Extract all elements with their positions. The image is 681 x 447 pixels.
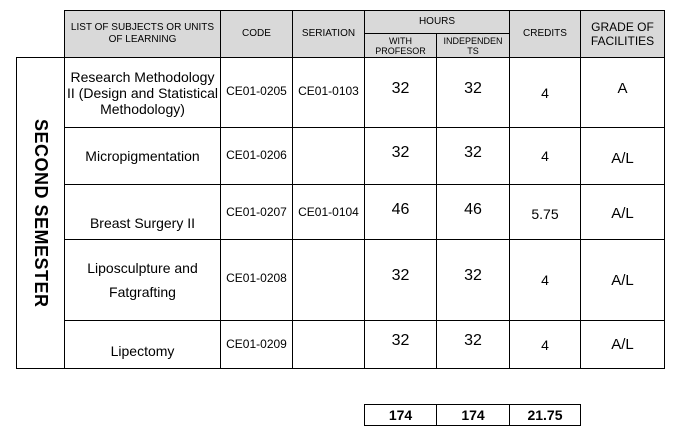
credits-text: 4 <box>541 84 549 101</box>
table-row-2-code: CE01-0206 <box>220 127 293 185</box>
table-row-2-grade: A/L <box>580 127 665 185</box>
hours-text: 32 <box>391 144 410 161</box>
grade-text: A/L <box>611 336 634 353</box>
hours-text: 32 <box>464 267 482 284</box>
table-row-1-grade: A <box>580 57 665 128</box>
total-independent: 174 <box>436 404 510 426</box>
total-text: 174 <box>461 407 485 423</box>
header-code: CODE <box>220 10 293 58</box>
credits-text: 5.75 <box>531 206 559 222</box>
table-row-3-seriation: CE01-0104 <box>292 184 365 240</box>
credits-text: 4 <box>541 336 549 353</box>
grade-text: A/L <box>611 271 634 289</box>
hours-text: 32 <box>391 332 410 349</box>
table-row-5-seriation <box>292 320 365 369</box>
header-seriation-label: SERIATION <box>301 28 356 39</box>
header-with-profesor-label: WITH PROFESOR <box>375 35 426 56</box>
hours-text: 32 <box>391 267 410 284</box>
hours-text: 46 <box>391 201 410 218</box>
table-row-3-code: CE01-0207 <box>220 184 293 240</box>
table-row-1-independent: 32 <box>436 57 510 128</box>
table-row-3-subject: Breast Surgery II <box>64 184 221 240</box>
table-row-1-credits: 4 <box>509 57 581 128</box>
total-credits: 21.75 <box>509 404 581 426</box>
subject-text: Research Methodology II (Design and Stat… <box>67 68 218 117</box>
hours-text: 32 <box>464 80 482 97</box>
table-row-4-subject: Liposculpture and Fatgrafting <box>64 239 221 321</box>
table-row-3-grade: A/L <box>580 184 665 240</box>
table-row-2-subject: Micropigmentation <box>64 127 221 185</box>
table-row-5-subject: Lipectomy <box>64 320 221 369</box>
header-with-profesor: WITH PROFESOR <box>364 33 437 58</box>
code-text: CE01-0205 <box>226 84 287 98</box>
table-row-1-with-profesor: 32 <box>364 57 437 128</box>
table-row-2-independent: 32 <box>436 127 510 185</box>
header-subjects: LIST OF SUBJECTS OR UNITS OF LEARNING <box>64 10 221 58</box>
code-text: CE01-0206 <box>226 148 287 162</box>
header-code-label: CODE <box>242 28 271 39</box>
table-row-3-independent: 46 <box>436 184 510 240</box>
table-row-2-with-profesor: 32 <box>364 127 437 185</box>
table-row-1-code: CE01-0205 <box>220 57 293 128</box>
header-grade-label: GRADE OF FACILITIES <box>590 20 655 48</box>
table-row-5-independent: 32 <box>436 320 510 369</box>
table-row-4-with-profesor: 32 <box>364 239 437 321</box>
table-row-4-credits: 4 <box>509 239 581 321</box>
subject-text: Lipectomy <box>110 343 175 359</box>
header-hours: HOURS <box>364 10 510 34</box>
code-text: CE01-0208 <box>226 271 287 285</box>
grade-text: A <box>617 80 628 97</box>
header-credits-label: CREDITS <box>523 28 567 39</box>
subject-text: Liposculpture and Fatgrafting <box>87 260 198 300</box>
semester-label-text: SECOND SEMESTER <box>31 118 51 308</box>
table-row-5-code: CE01-0209 <box>220 320 293 369</box>
hours-text: 46 <box>464 201 482 218</box>
table-row-4-independent: 32 <box>436 239 510 321</box>
table-row-2-credits: 4 <box>509 127 581 185</box>
seriation-text: CE01-0104 <box>298 205 359 219</box>
table-row-4-code: CE01-0208 <box>220 239 293 321</box>
header-hours-label: HOURS <box>418 16 456 27</box>
table-row-5-grade: A/L <box>580 320 665 369</box>
table-row-1-seriation: CE01-0103 <box>292 57 365 128</box>
table-row-5-with-profesor: 32 <box>364 320 437 369</box>
code-text: CE01-0207 <box>226 205 287 219</box>
table-row-5-credits: 4 <box>509 320 581 369</box>
hours-text: 32 <box>391 80 410 97</box>
subject-text: Micropigmentation <box>85 148 200 164</box>
credits-text: 4 <box>541 272 549 288</box>
hours-text: 32 <box>464 144 482 161</box>
header-credits: CREDITS <box>509 10 581 58</box>
credits-text: 4 <box>541 148 549 164</box>
code-text: CE01-0209 <box>226 337 287 351</box>
grade-text: A/L <box>611 150 634 167</box>
total-text: 21.75 <box>527 407 563 423</box>
table-row-3-with-profesor: 46 <box>364 184 437 240</box>
table-row-3-credits: 5.75 <box>509 184 581 240</box>
semester-label: SECOND SEMESTER <box>16 57 65 369</box>
header-independents-label: INDEPENDEN TS <box>443 35 503 56</box>
header-subjects-label: LIST OF SUBJECTS OR UNITS OF LEARNING <box>70 22 215 45</box>
hours-text: 32 <box>464 332 482 349</box>
total-with-profesor: 174 <box>364 404 437 426</box>
header-independents: INDEPENDEN TS <box>436 33 510 58</box>
total-text: 174 <box>388 407 413 423</box>
header-seriation: SERIATION <box>292 10 365 58</box>
subject-text: Breast Surgery II <box>89 215 196 231</box>
table-row-2-seriation <box>292 127 365 185</box>
table-row-4-grade: A/L <box>580 239 665 321</box>
table-row-4-seriation <box>292 239 365 321</box>
grade-text: A/L <box>611 205 634 222</box>
seriation-text: CE01-0103 <box>298 84 359 98</box>
table-row-1-subject: Research Methodology II (Design and Stat… <box>64 57 221 128</box>
header-grade: GRADE OF FACILITIES <box>580 10 665 58</box>
